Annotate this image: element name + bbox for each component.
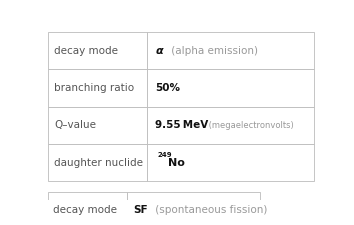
Text: (spontaneous fission): (spontaneous fission) xyxy=(152,205,267,215)
Text: (alpha emission): (alpha emission) xyxy=(169,46,258,56)
Text: 9.55 MeV: 9.55 MeV xyxy=(155,120,209,130)
Bar xyxy=(48,70,147,107)
Text: α: α xyxy=(155,46,163,56)
Bar xyxy=(48,32,147,70)
Text: daughter nuclide: daughter nuclide xyxy=(54,158,143,168)
Text: 50%: 50% xyxy=(155,83,180,93)
Text: decay mode: decay mode xyxy=(53,205,117,215)
Text: branching ratio: branching ratio xyxy=(54,83,135,93)
Text: 249: 249 xyxy=(158,152,172,158)
Text: No: No xyxy=(169,158,185,168)
Text: (megaelectronvolts): (megaelectronvolts) xyxy=(206,121,294,130)
Text: SF: SF xyxy=(133,205,148,215)
Text: decay mode: decay mode xyxy=(54,46,118,56)
Bar xyxy=(126,192,259,225)
Bar xyxy=(147,70,314,107)
Bar xyxy=(147,107,314,144)
Bar xyxy=(48,144,147,181)
Bar xyxy=(48,107,147,144)
Bar xyxy=(48,192,126,225)
Bar xyxy=(147,144,314,181)
Text: Q–value: Q–value xyxy=(54,120,96,130)
Bar xyxy=(147,32,314,70)
